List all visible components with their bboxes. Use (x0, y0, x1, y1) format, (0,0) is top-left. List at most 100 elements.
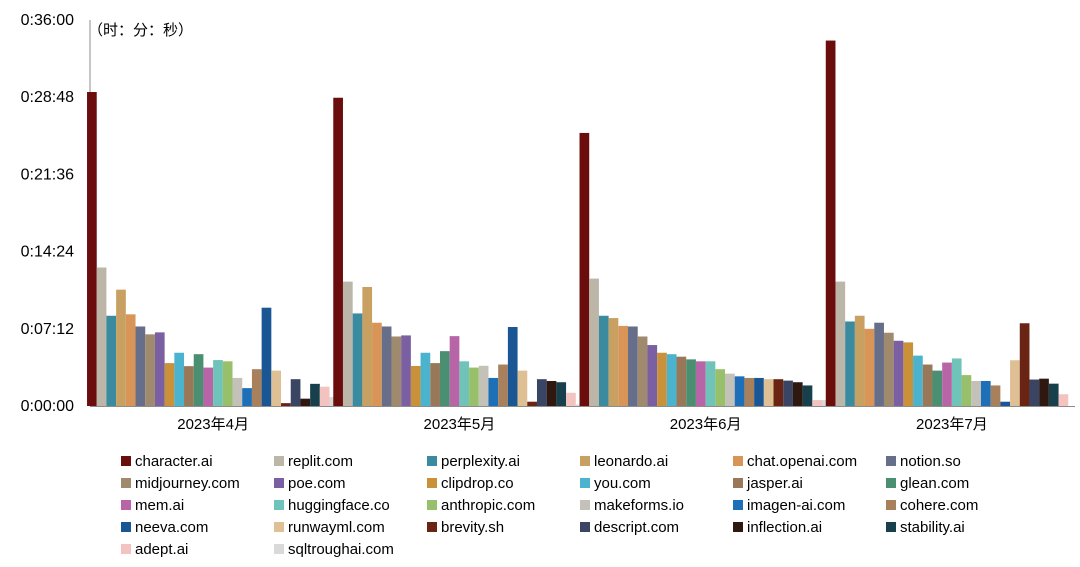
legend-swatch (427, 456, 437, 466)
bar (854, 315, 865, 406)
bar (449, 336, 460, 406)
legend-label: sqltroughai.com (288, 541, 394, 558)
bar (657, 352, 667, 406)
legend-label: chat.openai.com (747, 453, 857, 470)
bar (145, 334, 155, 406)
legend-swatch (121, 456, 131, 466)
bar (773, 379, 784, 406)
bar (478, 365, 489, 406)
legend-swatch (427, 478, 437, 488)
y-tick-label: 0:21:36 (21, 166, 74, 183)
legend-label: leonardo.ai (594, 453, 668, 470)
bar (1039, 378, 1049, 406)
legend-item: brevity.sh (427, 519, 504, 536)
legend-item: leonardo.ai (580, 453, 668, 470)
legend-label: notion.so (900, 453, 961, 470)
legend-item: stability.ai (886, 519, 965, 536)
bar (666, 354, 677, 406)
legend-label: descript.com (594, 519, 679, 536)
bar (792, 382, 803, 406)
bar (705, 361, 716, 406)
x-category-label: 2023年4月 (177, 416, 249, 433)
legend-label: character.ai (135, 453, 213, 470)
bar (566, 392, 576, 406)
legend-label: runwayml.com (288, 519, 385, 536)
legend-item: midjourney.com (121, 475, 240, 492)
legend-swatch (733, 500, 743, 510)
y-tick-label: 0:14:24 (21, 244, 74, 261)
unit-label: （时：分：秒） (88, 21, 193, 39)
bar (980, 380, 991, 406)
bar (488, 377, 499, 406)
legend-item: imagen-ai.com (733, 497, 845, 514)
bar (825, 40, 836, 407)
bar (517, 370, 528, 406)
y-axis: 0:00:00 0:07:12 0:14:24 0:21:36 0:28:48 0:36:… (21, 12, 91, 415)
legend-item: huggingface.co (274, 497, 390, 514)
bar (310, 383, 320, 406)
bar (381, 326, 392, 406)
legend-swatch (886, 478, 896, 488)
legend-swatch (274, 500, 284, 510)
bar (744, 377, 755, 406)
legend-swatch (580, 456, 590, 466)
bar (319, 386, 330, 406)
bar (271, 370, 282, 406)
bar (589, 278, 599, 406)
legend-label: perplexity.ai (441, 453, 520, 470)
legend-item: anthropic.com (427, 497, 535, 514)
legend-item: replit.com (274, 453, 353, 470)
bar (618, 325, 629, 406)
bar (527, 401, 537, 406)
bar (715, 369, 726, 406)
legend-item: poe.com (274, 475, 346, 492)
legend-item: makeforms.io (580, 497, 684, 514)
bar (391, 336, 402, 406)
legend-label: cohere.com (900, 497, 978, 514)
bar (193, 354, 204, 406)
bar (903, 342, 914, 406)
x-axis: 2023年4月 2023年5月 2023年6月 2023年7月 (90, 406, 1075, 433)
legend-label: jasper.ai (746, 475, 803, 492)
legend-item: jasper.ai (733, 475, 803, 492)
legend-swatch (121, 522, 131, 532)
bar (135, 326, 146, 406)
bar (232, 377, 243, 406)
bar (174, 352, 185, 406)
bar (164, 363, 175, 406)
bar (695, 361, 706, 406)
legend-item: perplexity.ai (427, 453, 520, 470)
bar (184, 366, 194, 406)
bar (261, 307, 272, 406)
bar (1019, 323, 1030, 406)
legend-item: chat.openai.com (733, 453, 857, 470)
bar (845, 321, 855, 406)
bar (96, 267, 107, 406)
bar (598, 315, 609, 406)
legend-swatch (274, 522, 284, 532)
bars (87, 40, 1069, 407)
bar (1000, 401, 1011, 406)
x-category-label: 2023年5月 (424, 416, 496, 433)
bar (154, 332, 165, 406)
legend-item: mem.ai (121, 497, 184, 514)
bar (961, 375, 972, 406)
legend-item: sqltroughai.com (274, 541, 394, 558)
legend-label: adept.ai (135, 541, 188, 558)
bar (342, 281, 353, 406)
legend-item: character.ai (121, 453, 213, 470)
legend-item: adept.ai (121, 541, 188, 558)
y-tick-label: 0:36:00 (21, 12, 74, 29)
bar (864, 328, 875, 406)
legend-label: stability.ai (900, 519, 965, 536)
legend-swatch (274, 544, 284, 554)
bar (835, 281, 846, 406)
bar (812, 400, 823, 406)
bar (430, 363, 440, 406)
bar (676, 356, 687, 406)
bar (333, 97, 343, 407)
legend-swatch (733, 522, 743, 532)
y-tick-label: 0:28:48 (21, 89, 74, 106)
legend-label: neeva.com (135, 519, 208, 536)
